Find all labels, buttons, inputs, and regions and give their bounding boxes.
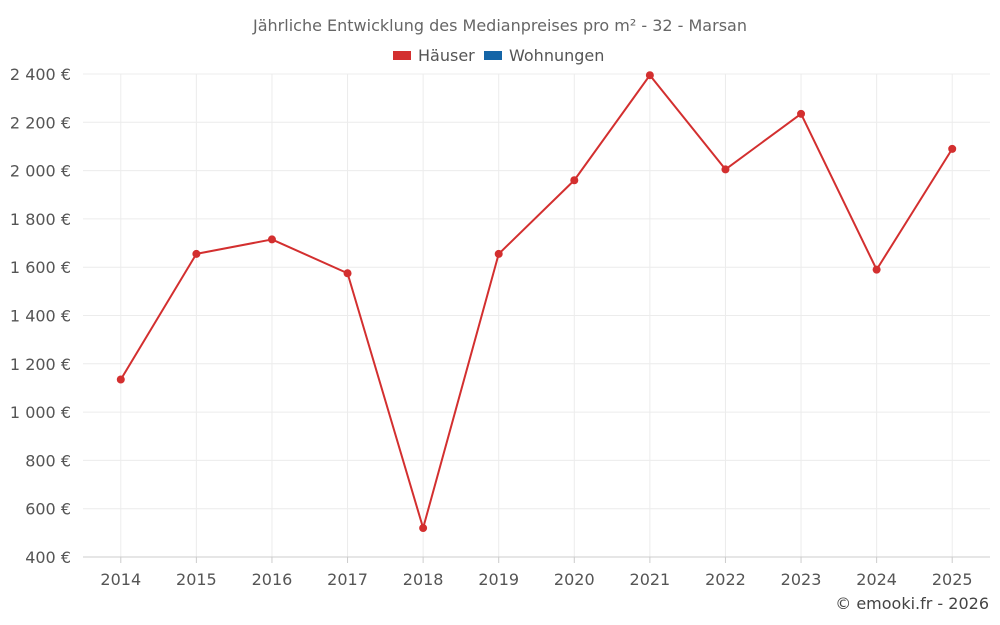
data-point[interactable] — [116, 375, 125, 384]
legend[interactable]: Häuser Wohnungen — [393, 46, 604, 65]
x-tick-label: 2018 — [403, 570, 444, 589]
x-tick-label: 2024 — [856, 570, 897, 589]
x-tick-label: 2023 — [781, 570, 822, 589]
data-point[interactable] — [645, 71, 654, 80]
x-axis: 2014 2015 2016 2017 2018 2019 2020 2021 2022 2023… — [83, 556, 990, 589]
data-point[interactable] — [192, 249, 201, 258]
x-tick-label: 2021 — [630, 570, 671, 589]
data-point[interactable] — [494, 249, 503, 258]
data-point[interactable] — [948, 144, 957, 153]
data-point[interactable] — [797, 109, 806, 118]
y-tick-label: 1 800 € — [10, 210, 71, 229]
y-tick-label: 1 200 € — [10, 355, 71, 374]
x-tick-label: 2015 — [176, 570, 217, 589]
x-tick-label: 2014 — [100, 570, 141, 589]
data-point[interactable] — [872, 265, 881, 274]
data-point[interactable] — [419, 524, 428, 533]
y-tick-label: 800 € — [25, 451, 71, 470]
x-tick-label: 2020 — [554, 570, 595, 589]
series-line — [119, 74, 954, 530]
y-tick-label: 600 € — [25, 500, 71, 519]
y-tick-label: 1 400 € — [10, 307, 71, 326]
gridlines — [83, 73, 990, 557]
x-tick-label: 2025 — [932, 570, 973, 589]
y-tick-label: 1 000 € — [10, 403, 71, 422]
y-axis: 2 400 € 2 200 € 2 000 € 1 800 € 1 600 € 1 400… — [10, 65, 71, 567]
y-tick-label: 400 € — [25, 548, 71, 567]
y-tick-label: 1 600 € — [10, 258, 71, 277]
legend-label-wohnungen[interactable]: Wohnungen — [509, 46, 604, 65]
legend-label-haeuser[interactable]: Häuser — [418, 46, 475, 65]
y-tick-label: 2 200 € — [10, 113, 71, 132]
data-point[interactable] — [267, 235, 276, 244]
chart-title: Jährliche Entwicklung des Medianpreises … — [252, 16, 747, 35]
x-tick-label: 2017 — [327, 570, 368, 589]
credit-text: © emooki.fr - 2026 — [835, 594, 989, 613]
y-tick-label: 2 000 € — [10, 162, 71, 181]
data-point[interactable] — [343, 269, 352, 278]
x-tick-label: 2016 — [252, 570, 293, 589]
x-tick-label: 2022 — [705, 570, 746, 589]
data-point[interactable] — [570, 176, 579, 185]
legend-swatch-haeuser[interactable] — [393, 51, 411, 60]
series-haeuser — [116, 71, 957, 533]
data-point[interactable] — [721, 165, 730, 174]
legend-swatch-wohnungen[interactable] — [484, 51, 502, 60]
y-tick-label: 2 400 € — [10, 65, 71, 84]
x-tick-label: 2019 — [478, 570, 519, 589]
